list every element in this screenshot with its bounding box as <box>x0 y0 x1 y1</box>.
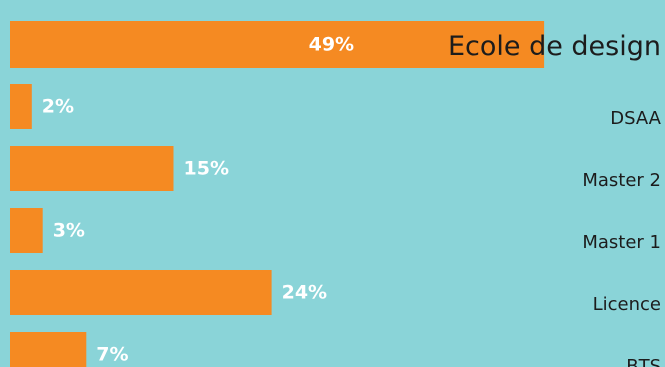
value-label-master-1: 3% <box>53 220 85 242</box>
bar-ecole-de-design <box>10 21 545 68</box>
category-label-ecole-de-design: Ecole de design <box>448 31 661 62</box>
value-label-ecole-de-design: 49% <box>309 34 354 56</box>
bar-bts <box>10 332 87 367</box>
bar-master-2 <box>10 146 174 191</box>
value-label-licence: 24% <box>282 282 327 304</box>
category-label-licence: Licence <box>593 294 661 315</box>
category-label-master-2: Master 2 <box>582 170 661 191</box>
value-label-bts: 7% <box>96 344 128 366</box>
bar-dsaa <box>10 84 32 129</box>
category-label-dsaa: DSAA <box>610 108 661 129</box>
bar-master-1 <box>10 208 43 253</box>
bars-group <box>10 21 545 367</box>
bar-licence <box>10 270 272 315</box>
category-label-bts: BTS <box>626 356 661 367</box>
category-label-master-1: Master 1 <box>582 232 661 253</box>
value-labels-group: 49% 2% 15% 3% 24% 7% <box>42 34 354 366</box>
value-label-dsaa: 2% <box>42 96 74 118</box>
value-label-master-2: 15% <box>184 158 229 180</box>
category-labels-group: Ecole de design DSAA Master 2 Master 1 Licen… <box>448 31 662 367</box>
